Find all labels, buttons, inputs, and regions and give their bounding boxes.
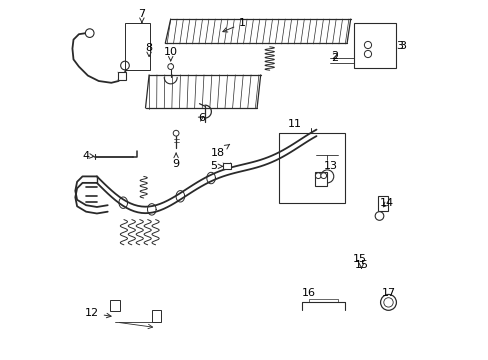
Text: 3: 3 <box>399 41 406 51</box>
Circle shape <box>320 170 333 183</box>
Text: 14: 14 <box>379 198 393 208</box>
Bar <box>118 72 125 80</box>
Text: 4: 4 <box>82 150 94 161</box>
Bar <box>125 23 150 70</box>
Circle shape <box>383 298 392 307</box>
Circle shape <box>374 212 383 220</box>
Text: 2: 2 <box>330 51 337 61</box>
Circle shape <box>320 173 326 179</box>
Circle shape <box>380 294 396 310</box>
Bar <box>223 163 230 169</box>
Text: 7: 7 <box>138 9 145 23</box>
Circle shape <box>173 130 179 136</box>
Text: 5: 5 <box>210 161 223 171</box>
Circle shape <box>85 29 94 37</box>
Circle shape <box>315 173 321 179</box>
Text: 11: 11 <box>287 119 301 129</box>
Text: 3: 3 <box>395 41 402 51</box>
Bar <box>354 23 395 68</box>
Text: 6: 6 <box>197 113 204 123</box>
Text: 8: 8 <box>145 42 152 57</box>
Text: 2: 2 <box>330 53 337 63</box>
Text: 16: 16 <box>302 288 316 298</box>
Text: 12: 12 <box>84 308 111 318</box>
Circle shape <box>167 64 173 69</box>
Text: 17: 17 <box>381 288 395 298</box>
Text: 10: 10 <box>163 47 177 61</box>
Circle shape <box>121 61 129 70</box>
Text: 1: 1 <box>223 18 245 32</box>
Bar <box>151 310 161 322</box>
Text: 15: 15 <box>354 260 368 270</box>
Circle shape <box>364 41 371 49</box>
Text: 9: 9 <box>172 153 179 169</box>
Bar <box>278 133 345 203</box>
Bar <box>314 172 326 186</box>
Bar <box>110 300 120 311</box>
Text: 13: 13 <box>323 161 337 171</box>
Bar <box>377 196 387 211</box>
Text: 18: 18 <box>210 144 229 158</box>
Circle shape <box>364 50 371 58</box>
Text: 15: 15 <box>352 254 366 264</box>
